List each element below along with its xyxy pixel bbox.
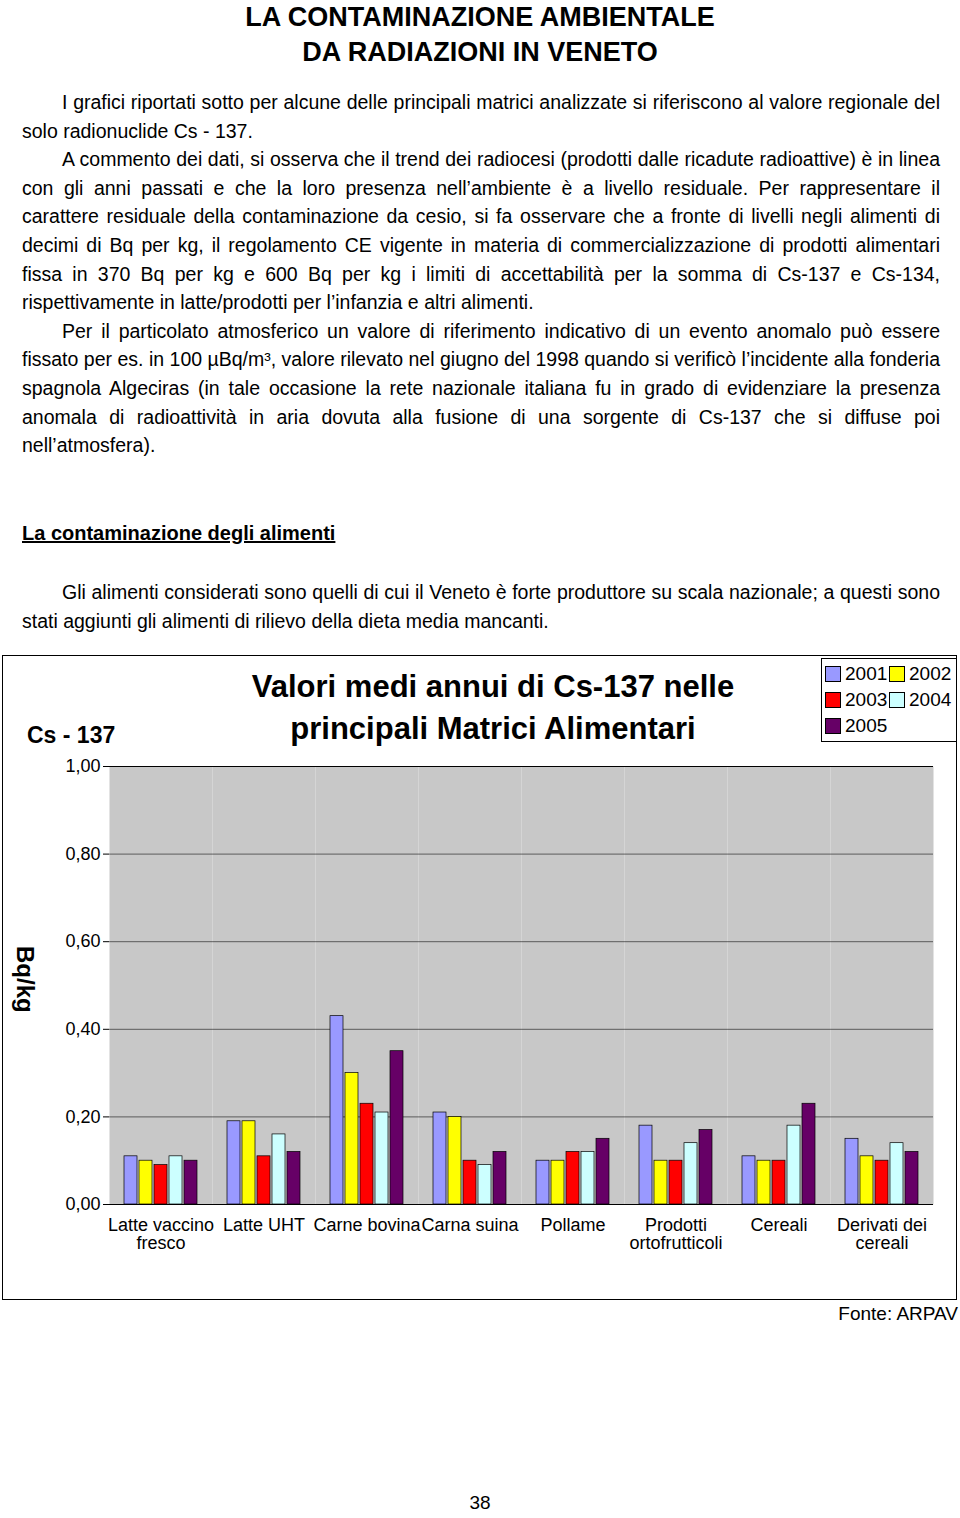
- svg-text:Latte vaccinofresco: Latte vaccinofresco: [108, 1215, 214, 1253]
- html-text:2001: 2001: [845, 663, 888, 684]
- svg-text:0,60: 0,60: [65, 931, 100, 951]
- html-text:Valori medi annui di Cs-137 ne: Valori medi annui di Cs-137 nelle princi…: [251, 669, 735, 746]
- html-text:La contaminazione degli alimen: La contaminazione degli alimenti: [22, 522, 336, 544]
- html-text:2004: 2004: [909, 689, 952, 710]
- svg-text:0,00: 0,00: [65, 1194, 100, 1214]
- html-text:A commento dei dati, si osserv: A commento dei dati, si osserva che il t…: [22, 148, 940, 314]
- svg-text:0,40: 0,40: [65, 1019, 100, 1039]
- html-text:2005: 2005: [845, 715, 888, 736]
- svg-text:Carne bovina: Carne bovina: [313, 1215, 421, 1235]
- svg-text:1,00: 1,00: [65, 756, 100, 776]
- html-text:DA RADIAZIONI IN VENETO: DA RADIAZIONI IN VENETO: [302, 37, 658, 67]
- svg-text:Prodottiortofrutticoli: Prodottiortofrutticoli: [629, 1215, 722, 1253]
- html-text:2003: 2003: [845, 689, 888, 710]
- html-text:Fonte: ARPAV: Fonte: ARPAV: [838, 1303, 958, 1324]
- svg-text:Latte UHT: Latte UHT: [223, 1215, 305, 1235]
- svg-text:Derivati deicereali: Derivati deicereali: [837, 1215, 927, 1253]
- html-text:Cs - 137: Cs - 137: [27, 722, 116, 748]
- html-text:Per il particolato atmosferico: Per il particolato atmosferico un valore…: [22, 319, 940, 457]
- svg-text:Pollame: Pollame: [540, 1215, 605, 1235]
- svg-text:0,20: 0,20: [65, 1107, 100, 1127]
- html-text:2002: 2002: [909, 663, 952, 684]
- svg-text:Cereali: Cereali: [750, 1215, 807, 1235]
- html-text:38: 38: [469, 1492, 491, 1513]
- svg-text:Carna suina: Carna suina: [421, 1215, 519, 1235]
- html-text:LA CONTAMINAZIONE AMBIENTALE: LA CONTAMINAZIONE AMBIENTALE: [245, 2, 715, 32]
- html-text:Bq/kg: Bq/kg: [12, 946, 39, 1013]
- html-text:I grafici riportati sotto per: I grafici riportati sotto per alcune del…: [22, 91, 940, 142]
- html-text:Gli alimenti considerati sono: Gli alimenti considerati sono quelli di …: [22, 581, 940, 632]
- svg-text:0,80: 0,80: [65, 844, 100, 864]
